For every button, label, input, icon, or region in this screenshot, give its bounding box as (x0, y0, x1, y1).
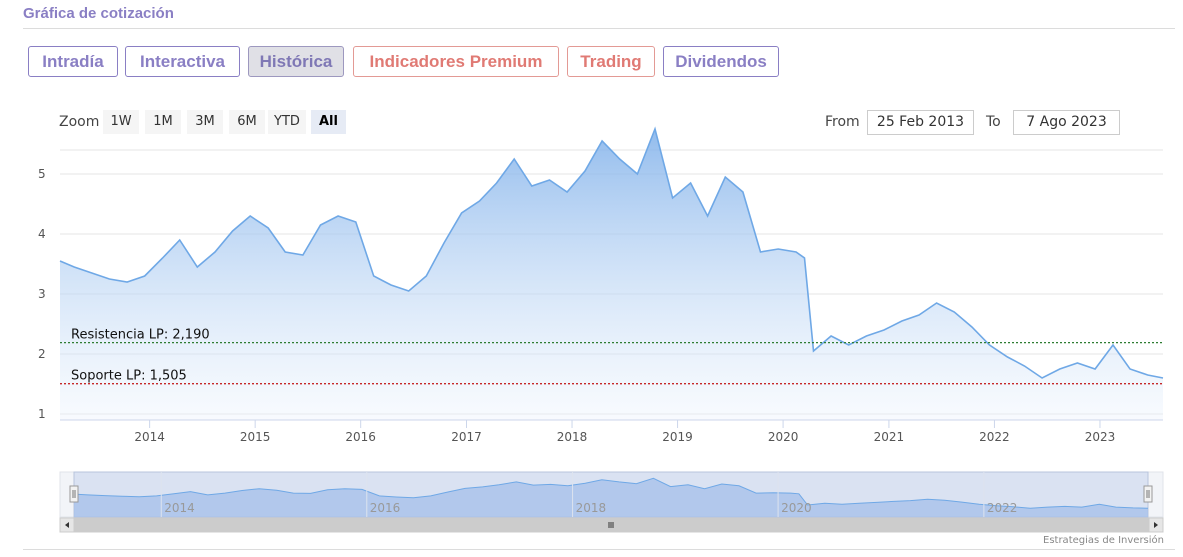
y-tick-label: 5 (38, 167, 46, 181)
navigator-tick-label: 2020 (781, 501, 812, 515)
x-tick-label: 2021 (874, 430, 905, 444)
support-label: Soporte LP: 1,505 (71, 369, 187, 384)
zoom-ytd-button[interactable]: YTD (268, 110, 306, 134)
scroll-right-arrow-icon (1154, 522, 1158, 528)
navigator-tick-label: 2016 (370, 501, 401, 515)
x-tick-label: 2020 (768, 430, 799, 444)
handle-body (69, 485, 79, 503)
tab-indicadores-premium[interactable]: Indicadores Premium (353, 46, 559, 77)
credits: Estrategias de Inversión (1043, 535, 1164, 546)
zoom-1m-button[interactable]: 1M (145, 110, 181, 134)
bottom-divider (23, 549, 1175, 550)
navigator-line (73, 477, 1149, 509)
page-title: Gráfica de cotización (23, 5, 174, 22)
resistance-label: Resistencia LP: 2,190 (71, 328, 210, 343)
zoom-all-button[interactable]: All (311, 110, 346, 134)
x-tick-label: 2017 (451, 430, 482, 444)
price-line (59, 126, 1164, 379)
x-tick-label: 2019 (662, 430, 693, 444)
scroll-left-arrow-icon (65, 522, 69, 528)
title-divider (23, 28, 1175, 29)
zoom-1w-button[interactable]: 1W (103, 110, 139, 134)
navigator-left-handle[interactable] (69, 485, 79, 503)
navigator-tick-label: 2014 (164, 501, 195, 515)
navigator-right-handle[interactable] (1143, 485, 1153, 503)
y-tick-label: 1 (38, 407, 46, 421)
price-area (59, 126, 1164, 420)
x-tick-label: 2023 (1085, 430, 1116, 444)
y-tick-label: 4 (38, 227, 46, 241)
zoom-6m-button[interactable]: 6M (229, 110, 265, 134)
range-to-label: To (986, 114, 1001, 130)
tab-historica[interactable]: Histórica (248, 46, 344, 77)
tab-trading[interactable]: Trading (567, 46, 655, 77)
navigator-area (74, 478, 1148, 517)
zoom-label: Zoom (59, 114, 100, 130)
navigator-tick-label: 2018 (576, 501, 607, 515)
reference-lines: Resistencia LP: 2,190 Soporte LP: 1,505 (60, 328, 1163, 385)
y-tick-label: 2 (38, 347, 46, 361)
navigator: 2014 2016 2018 2020 2022 (59, 471, 1164, 533)
tab-interactiva[interactable]: Interactiva (125, 46, 240, 77)
price-area-fill (60, 129, 1163, 420)
range-from-input[interactable]: 25 Feb 2013 (867, 110, 974, 135)
x-tick-label: 2018 (557, 430, 588, 444)
range-to-input[interactable]: 7 Ago 2023 (1013, 110, 1120, 135)
handle-body (1143, 485, 1153, 503)
axes: 1 2 3 4 5 2014 2015 2016 2017 2018 2019 2020 2021 202… (38, 167, 1163, 444)
zoom-3m-button[interactable]: 3M (187, 110, 223, 134)
navigator-tick-label: 2022 (987, 501, 1018, 515)
tab-intradia[interactable]: Intradía (28, 46, 118, 77)
tab-dividendos[interactable]: Dividendos (663, 46, 779, 77)
x-tick-label: 2015 (240, 430, 271, 444)
y-tick-label: 3 (38, 287, 46, 301)
x-tick-label: 2022 (979, 430, 1010, 444)
x-tick-label: 2016 (345, 430, 376, 444)
x-tick-label: 2014 (134, 430, 165, 444)
range-from-label: From (825, 114, 860, 130)
